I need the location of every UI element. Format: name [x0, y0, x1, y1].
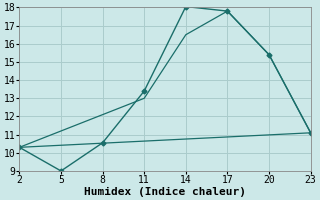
X-axis label: Humidex (Indice chaleur): Humidex (Indice chaleur) [84, 186, 246, 197]
